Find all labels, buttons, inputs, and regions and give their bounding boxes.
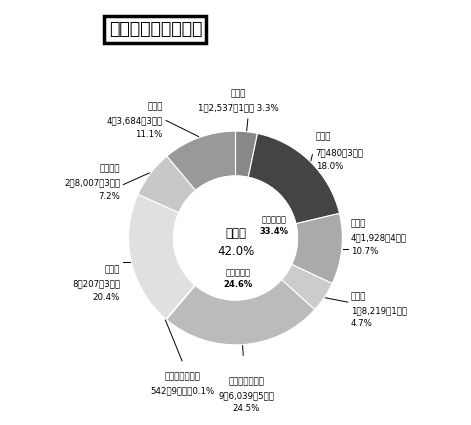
Text: 8億207万3千円: 8億207万3千円	[72, 280, 120, 289]
Wedge shape	[166, 280, 315, 345]
Text: 義務的経費
33.4%: 義務的経費 33.4%	[260, 215, 289, 236]
Wedge shape	[167, 131, 236, 190]
Wedge shape	[236, 131, 258, 177]
Text: 2億8,007万3千円: 2億8,007万3千円	[64, 178, 120, 187]
Text: 24.5%: 24.5%	[233, 405, 260, 414]
Text: 4億1,928万4千円: 4億1,928万4千円	[351, 233, 407, 243]
Text: 投資的経費
24.6%: 投資的経費 24.6%	[223, 268, 252, 289]
Text: 10.7%: 10.7%	[351, 247, 378, 256]
Text: 7.2%: 7.2%	[98, 192, 120, 201]
Text: 4.7%: 4.7%	[351, 319, 373, 328]
Text: 公信費: 公信費	[351, 220, 366, 229]
Text: 20.4%: 20.4%	[93, 293, 120, 302]
Text: 7億480万3千円: 7億480万3千円	[316, 148, 364, 157]
Wedge shape	[282, 264, 332, 310]
Wedge shape	[292, 213, 342, 283]
Wedge shape	[138, 156, 195, 212]
Text: その他: その他	[225, 227, 246, 240]
Wedge shape	[166, 285, 195, 320]
Text: 繰出金: 繰出金	[147, 102, 163, 111]
Text: 4億3,684万3千円: 4億3,684万3千円	[107, 116, 163, 125]
Text: 補助費等: 補助費等	[99, 164, 120, 173]
Text: 物件費: 物件費	[105, 266, 120, 275]
Text: 542万9千円　0.1%: 542万9千円 0.1%	[150, 386, 214, 395]
Text: 42.0%: 42.0%	[217, 245, 254, 258]
Text: 11.1%: 11.1%	[136, 130, 163, 139]
Wedge shape	[129, 194, 195, 319]
Text: 人件費: 人件費	[316, 132, 331, 141]
Text: 9億6,039万5千円: 9億6,039万5千円	[218, 392, 274, 401]
Circle shape	[173, 176, 298, 300]
Text: 1億2,537万1千円 3.3%: 1億2,537万1千円 3.3%	[198, 103, 279, 112]
Text: 普通建設事業費: 普通建設事業費	[228, 378, 264, 387]
Text: 災害復旧事業費: 災害復旧事業費	[164, 372, 200, 381]
Text: 扶助費: 扶助費	[351, 292, 366, 301]
Text: 1億8,219万1千円: 1億8,219万1千円	[351, 306, 407, 315]
Text: 歳出性質別決算状況: 歳出性質別決算状況	[109, 20, 202, 38]
Text: その他: その他	[231, 89, 246, 98]
Text: 18.0%: 18.0%	[316, 162, 343, 171]
Wedge shape	[248, 133, 340, 224]
